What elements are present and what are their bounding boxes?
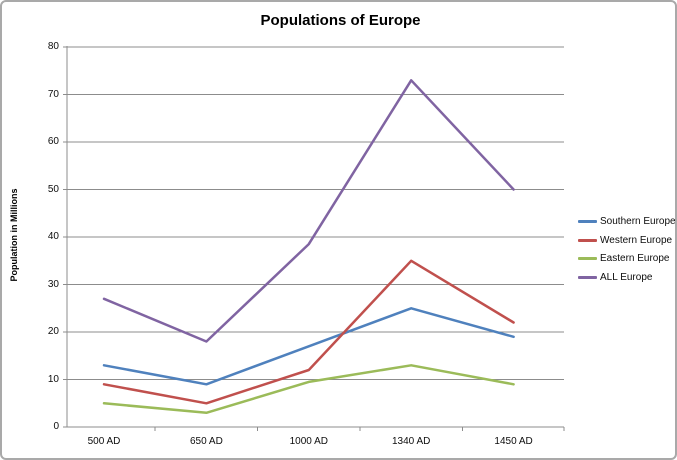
series-line-1 — [102, 259, 515, 405]
x-axis-category-label: 1450 AD — [494, 436, 533, 447]
legend-line-marker — [578, 238, 597, 242]
legend-line-marker — [578, 275, 597, 279]
legend-label: Western Europe — [600, 234, 673, 246]
legend-label: Southern Europe — [600, 216, 676, 227]
chart-title: Populations of Europe — [260, 12, 421, 29]
y-axis-tick-label: 20 — [47, 326, 59, 337]
series-line-3 — [102, 79, 515, 343]
y-axis-tick-label: 70 — [47, 88, 59, 100]
y-axis-tick-label: 10 — [47, 373, 59, 385]
y-axis-tick-label: 80 — [47, 41, 59, 52]
legend-line-marker — [578, 257, 597, 260]
y-axis-tick-label: 50 — [47, 183, 59, 195]
y-axis-tick-label: 60 — [47, 136, 59, 147]
y-axis-tick-label: 0 — [53, 421, 59, 432]
legend-item: Southern Europe — [578, 215, 676, 229]
legend-label: Eastern Europe — [600, 253, 670, 264]
series-line-0 — [102, 307, 515, 386]
x-axis-category-label: 1340 AD — [392, 436, 431, 447]
y-axis-tick-label: 40 — [47, 231, 59, 242]
series-line-2 — [102, 364, 515, 415]
legend-line-marker — [578, 220, 597, 223]
x-axis-category-label: 1000 AD — [289, 436, 328, 447]
x-axis-category-label: 650 AD — [189, 436, 223, 447]
legend-item: Western Europe — [578, 233, 672, 247]
legend-item: Eastern Europe — [578, 252, 670, 266]
legend-label: ALL Europe — [600, 271, 653, 283]
legend-item: ALL Europe — [578, 270, 652, 284]
x-axis-category-label: 500 AD — [87, 436, 121, 447]
y-axis-tick-label: 30 — [47, 278, 59, 290]
